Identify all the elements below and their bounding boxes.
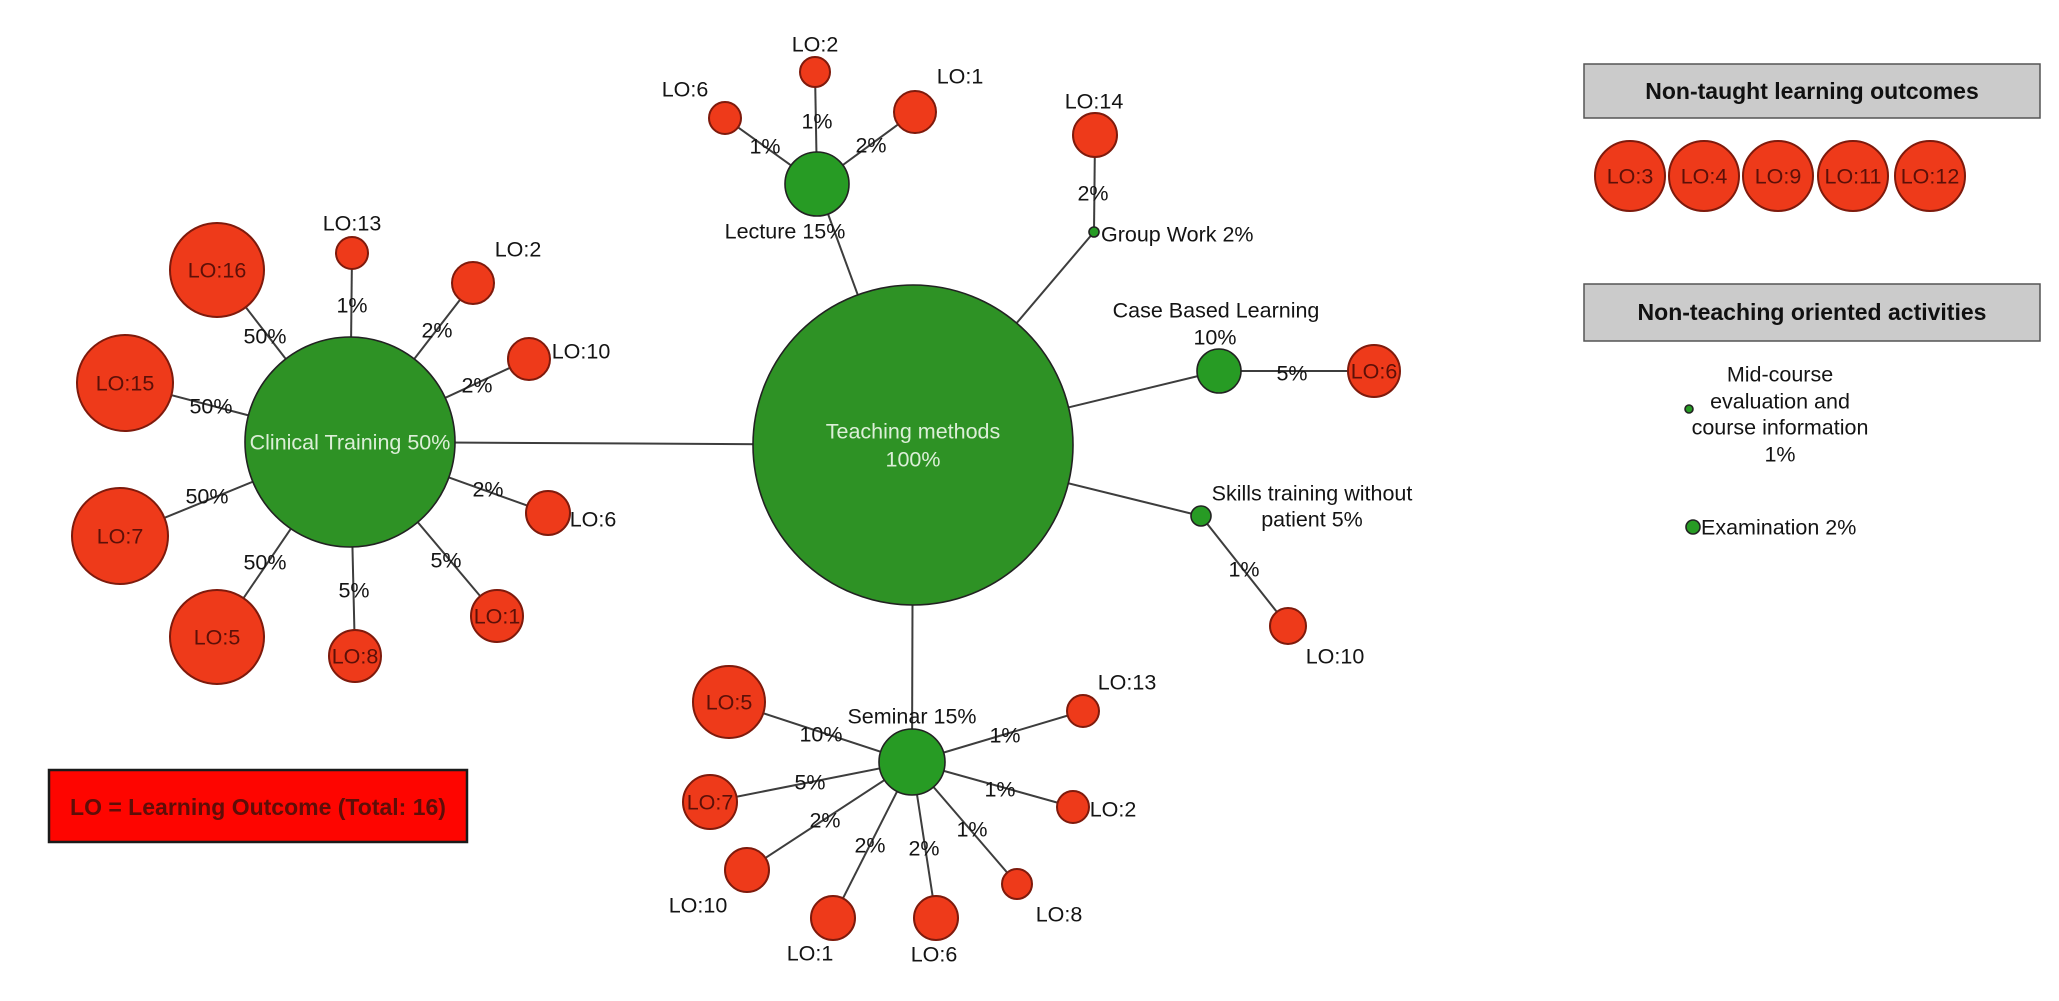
svg-text:LO:13: LO:13 bbox=[1098, 671, 1157, 695]
svg-text:5%: 5% bbox=[1276, 362, 1307, 386]
svg-text:1%: 1% bbox=[989, 724, 1020, 748]
svg-text:LO = Learning Outcome (Total:: LO = Learning Outcome (Total: 16) bbox=[70, 794, 446, 820]
svg-text:Lecture 15%: Lecture 15% bbox=[725, 220, 846, 244]
svg-text:50%: 50% bbox=[189, 395, 232, 419]
svg-text:LO:13: LO:13 bbox=[323, 212, 382, 236]
svg-text:1%: 1% bbox=[336, 294, 367, 318]
svg-text:LO:6: LO:6 bbox=[570, 508, 617, 532]
svg-text:LO:6: LO:6 bbox=[911, 943, 958, 967]
svg-text:2%: 2% bbox=[854, 834, 885, 858]
svg-text:Clinical Training 50%: Clinical Training 50% bbox=[250, 431, 451, 455]
svg-text:1%: 1% bbox=[956, 818, 987, 842]
svg-text:LO:1: LO:1 bbox=[474, 605, 521, 629]
svg-text:2%: 2% bbox=[809, 809, 840, 833]
svg-text:LO:5: LO:5 bbox=[194, 626, 241, 650]
svg-text:1%: 1% bbox=[1228, 558, 1259, 582]
svg-text:2%: 2% bbox=[461, 374, 492, 398]
svg-text:LO:7: LO:7 bbox=[97, 525, 144, 549]
svg-text:Non-taught learning outcomes: Non-taught learning outcomes bbox=[1645, 78, 1979, 104]
svg-text:LO:10: LO:10 bbox=[552, 340, 611, 364]
svg-text:LO:12: LO:12 bbox=[1901, 165, 1960, 189]
svg-text:LO:16: LO:16 bbox=[188, 259, 247, 283]
svg-text:1%: 1% bbox=[749, 135, 780, 159]
svg-text:LO:3: LO:3 bbox=[1607, 165, 1654, 189]
svg-text:5%: 5% bbox=[430, 549, 461, 573]
svg-text:Seminar 15%: Seminar 15% bbox=[847, 705, 976, 729]
svg-text:patient 5%: patient 5% bbox=[1261, 508, 1363, 532]
svg-text:LO:1: LO:1 bbox=[787, 942, 834, 966]
svg-text:LO:8: LO:8 bbox=[1036, 903, 1083, 927]
svg-text:50%: 50% bbox=[243, 325, 286, 349]
svg-text:5%: 5% bbox=[794, 771, 825, 795]
svg-text:LO:10: LO:10 bbox=[1306, 645, 1365, 669]
svg-text:LO:7: LO:7 bbox=[687, 791, 734, 815]
svg-text:LO:5: LO:5 bbox=[706, 691, 753, 715]
svg-text:LO:6: LO:6 bbox=[1351, 360, 1398, 384]
svg-text:100%: 100% bbox=[886, 448, 941, 472]
svg-text:Group Work 2%: Group Work 2% bbox=[1101, 223, 1254, 247]
svg-text:LO:2: LO:2 bbox=[495, 238, 542, 262]
svg-text:Skills training without: Skills training without bbox=[1212, 482, 1413, 506]
svg-text:Mid-course: Mid-course bbox=[1727, 363, 1833, 387]
svg-text:course information: course information bbox=[1692, 416, 1869, 440]
svg-text:Non-teaching oriented activiti: Non-teaching oriented activities bbox=[1638, 299, 1987, 325]
svg-text:LO:9: LO:9 bbox=[1755, 165, 1802, 189]
svg-text:10%: 10% bbox=[1193, 326, 1236, 350]
svg-text:LO:2: LO:2 bbox=[792, 33, 839, 57]
svg-text:2%: 2% bbox=[1077, 182, 1108, 206]
svg-text:1%: 1% bbox=[801, 110, 832, 134]
svg-text:2%: 2% bbox=[855, 134, 886, 158]
svg-text:50%: 50% bbox=[243, 551, 286, 575]
svg-text:LO:11: LO:11 bbox=[1825, 165, 1882, 189]
svg-text:1%: 1% bbox=[1764, 443, 1795, 467]
svg-text:LO:2: LO:2 bbox=[1090, 798, 1137, 822]
svg-text:Examination 2%: Examination 2% bbox=[1701, 516, 1856, 540]
svg-text:2%: 2% bbox=[421, 319, 452, 343]
svg-text:LO:10: LO:10 bbox=[669, 894, 728, 918]
svg-text:LO:15: LO:15 bbox=[96, 372, 155, 396]
svg-text:evaluation and: evaluation and bbox=[1710, 390, 1850, 414]
svg-text:1%: 1% bbox=[984, 778, 1015, 802]
svg-text:2%: 2% bbox=[908, 837, 939, 861]
svg-text:LO:14: LO:14 bbox=[1065, 90, 1124, 114]
svg-text:Teaching methods: Teaching methods bbox=[826, 420, 1001, 444]
svg-text:Case Based Learning: Case Based Learning bbox=[1113, 299, 1320, 323]
svg-text:2%: 2% bbox=[472, 478, 503, 502]
svg-text:10%: 10% bbox=[799, 723, 842, 747]
svg-text:LO:8: LO:8 bbox=[332, 645, 379, 669]
svg-text:LO:4: LO:4 bbox=[1681, 165, 1728, 189]
svg-text:LO:1: LO:1 bbox=[937, 65, 984, 89]
svg-text:LO:6: LO:6 bbox=[662, 78, 709, 102]
svg-text:50%: 50% bbox=[185, 485, 228, 509]
svg-text:5%: 5% bbox=[338, 579, 369, 603]
